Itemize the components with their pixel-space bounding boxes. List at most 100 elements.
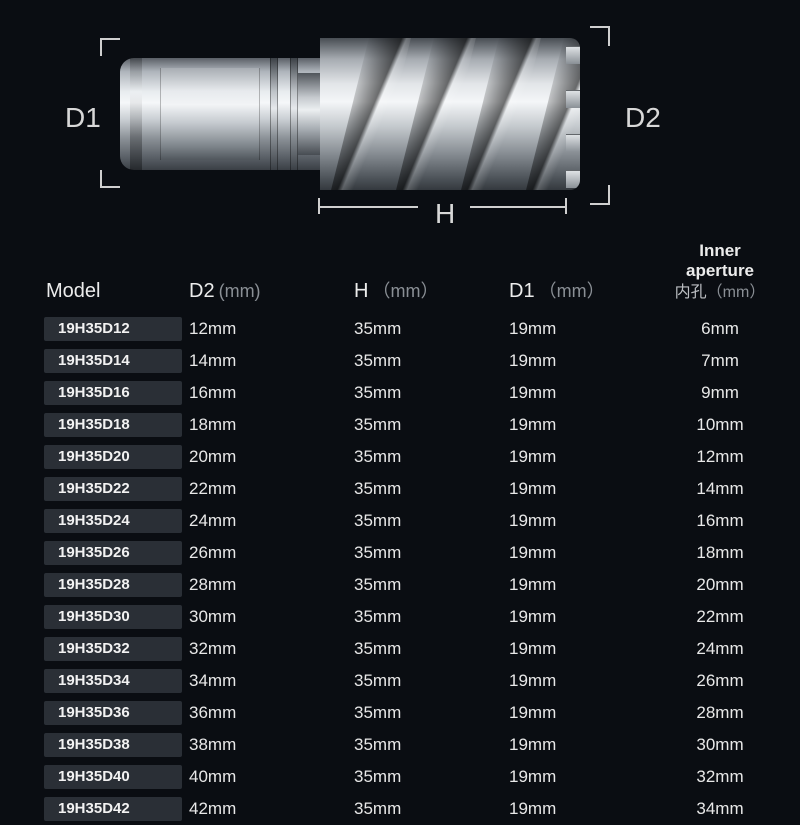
spec-table: Model D2(mm) H（mm） D1（mm） Inner aperture… xyxy=(0,235,800,825)
bit-flute xyxy=(330,38,413,190)
cell-d2: 22mm xyxy=(189,479,354,499)
bit-ring xyxy=(290,58,298,170)
cell-model: 19H35D38 xyxy=(44,733,182,757)
cell-d2: 30mm xyxy=(189,607,354,627)
cell-model: 19H35D22 xyxy=(44,477,182,501)
table-header: Model D2(mm) H（mm） D1（mm） Inner aperture… xyxy=(24,235,776,313)
cell-d1: 19mm xyxy=(509,383,664,403)
cell-h: 35mm xyxy=(354,703,509,723)
cell-inner: 20mm xyxy=(664,575,776,595)
cell-inner: 22mm xyxy=(664,607,776,627)
cell-inner: 30mm xyxy=(664,735,776,755)
col-inner-cn: 内孔（mm） xyxy=(675,284,766,301)
bracket-line xyxy=(608,185,610,205)
d2-label: D2 xyxy=(625,102,661,134)
cell-d1: 19mm xyxy=(509,351,664,371)
cell-d1: 19mm xyxy=(509,639,664,659)
cell-model: 19H35D36 xyxy=(44,701,182,725)
cell-model: 19H35D26 xyxy=(44,541,182,565)
cell-h: 35mm xyxy=(354,447,509,467)
cell-model: 19H35D16 xyxy=(44,381,182,405)
cell-model: 19H35D28 xyxy=(44,573,182,597)
cell-h: 35mm xyxy=(354,543,509,563)
table-row: 19H35D28 28mm35mm19mm20mm xyxy=(24,569,776,601)
cell-h: 35mm xyxy=(354,767,509,787)
cell-h: 35mm xyxy=(354,511,509,531)
table-row: 19H35D26 26mm35mm19mm18mm xyxy=(24,537,776,569)
cell-d1: 19mm xyxy=(509,479,664,499)
col-d1: D1（mm） xyxy=(509,277,664,303)
bit-flute xyxy=(395,38,478,190)
bracket-line xyxy=(470,206,567,208)
table-row: 19H35D4242mm35mm19mm34mm xyxy=(24,793,776,825)
cell-d1: 19mm xyxy=(509,543,664,563)
bracket-line xyxy=(590,26,610,28)
cell-inner: 7mm xyxy=(664,351,776,371)
cell-d2: 42mm xyxy=(189,799,354,819)
cell-d2: 38mm xyxy=(189,735,354,755)
bit-tooth xyxy=(566,170,580,188)
cell-d1: 19mm xyxy=(509,767,664,787)
cell-inner: 6mm xyxy=(664,319,776,339)
cell-model: 19H35D24 xyxy=(44,509,182,533)
bit-flat xyxy=(160,68,260,160)
bracket-line xyxy=(318,206,418,208)
cell-d1: 19mm xyxy=(509,671,664,691)
col-h-unit: （mm） xyxy=(372,281,438,301)
cell-model: 19H35D42 xyxy=(44,797,182,821)
bracket-line xyxy=(100,38,102,56)
cell-d1: 19mm xyxy=(509,447,664,467)
cell-inner: 9mm xyxy=(664,383,776,403)
cell-inner: 18mm xyxy=(664,543,776,563)
table-row: 19H35D1414mm35mm19mm7mm xyxy=(24,345,776,377)
cell-inner: 14mm xyxy=(664,479,776,499)
table-row: 19H35D3636mm35mm19mm28mm xyxy=(24,697,776,729)
cell-d2: 32mm xyxy=(189,639,354,659)
table-body: 19H35D1212mm35mm19mm6mm19H35D1414mm35mm1… xyxy=(24,313,776,825)
cell-d2: 28mm xyxy=(189,575,354,595)
table-row: 19H35D4040mm35mm19mm32mm xyxy=(24,761,776,793)
cell-h: 35mm xyxy=(354,607,509,627)
cell-h: 35mm xyxy=(354,735,509,755)
cell-d1: 19mm xyxy=(509,319,664,339)
cell-d2: 16mm xyxy=(189,383,354,403)
col-model: Model xyxy=(24,280,189,303)
product-diagram: D1 D2 H xyxy=(0,0,800,235)
table-row: 19H35D3434mm35mm19mm26mm xyxy=(24,665,776,697)
cell-d2: 34mm xyxy=(189,671,354,691)
cell-d2: 40mm xyxy=(189,767,354,787)
cell-h: 35mm xyxy=(354,351,509,371)
bracket-line xyxy=(590,203,610,205)
cell-d1: 19mm xyxy=(509,575,664,595)
table-row: 19H35D1212mm35mm19mm6mm xyxy=(24,313,776,345)
d1-label: D1 xyxy=(65,102,101,134)
drill-bit-illustration xyxy=(120,38,580,190)
col-d1-unit: （mm） xyxy=(539,281,605,301)
table-row: 19H35D22 22mm35mm19mm14mm xyxy=(24,473,776,505)
cell-model: 19H35D20 xyxy=(44,445,182,469)
cell-h: 35mm xyxy=(354,575,509,595)
cell-model: 19H35D18 xyxy=(44,413,182,437)
bracket-line xyxy=(608,26,610,46)
cell-inner: 12mm xyxy=(664,447,776,467)
cell-d2: 36mm xyxy=(189,703,354,723)
col-inner: Inner aperture 内孔（mm） xyxy=(664,241,776,303)
cell-inner: 16mm xyxy=(664,511,776,531)
cell-d2: 26mm xyxy=(189,543,354,563)
cell-model: 19H35D34 xyxy=(44,669,182,693)
table-row: 19H35D1616mm35mm19mm9mm xyxy=(24,377,776,409)
bit-tooth xyxy=(566,90,580,108)
cell-d2: 24mm xyxy=(189,511,354,531)
cell-model: 19H35D14 xyxy=(44,349,182,373)
col-d2: D2(mm) xyxy=(189,280,354,303)
cell-d1: 19mm xyxy=(509,607,664,627)
cell-h: 35mm xyxy=(354,479,509,499)
cell-d2: 20mm xyxy=(189,447,354,467)
table-row: 19H35D20 20mm35mm19mm12mm xyxy=(24,441,776,473)
cell-d1: 19mm xyxy=(509,511,664,531)
cell-h: 35mm xyxy=(354,799,509,819)
table-row: 19H35D1818mm35mm19mm10mm xyxy=(24,409,776,441)
cell-d2: 18mm xyxy=(189,415,354,435)
cell-d1: 19mm xyxy=(509,415,664,435)
cell-h: 35mm xyxy=(354,319,509,339)
